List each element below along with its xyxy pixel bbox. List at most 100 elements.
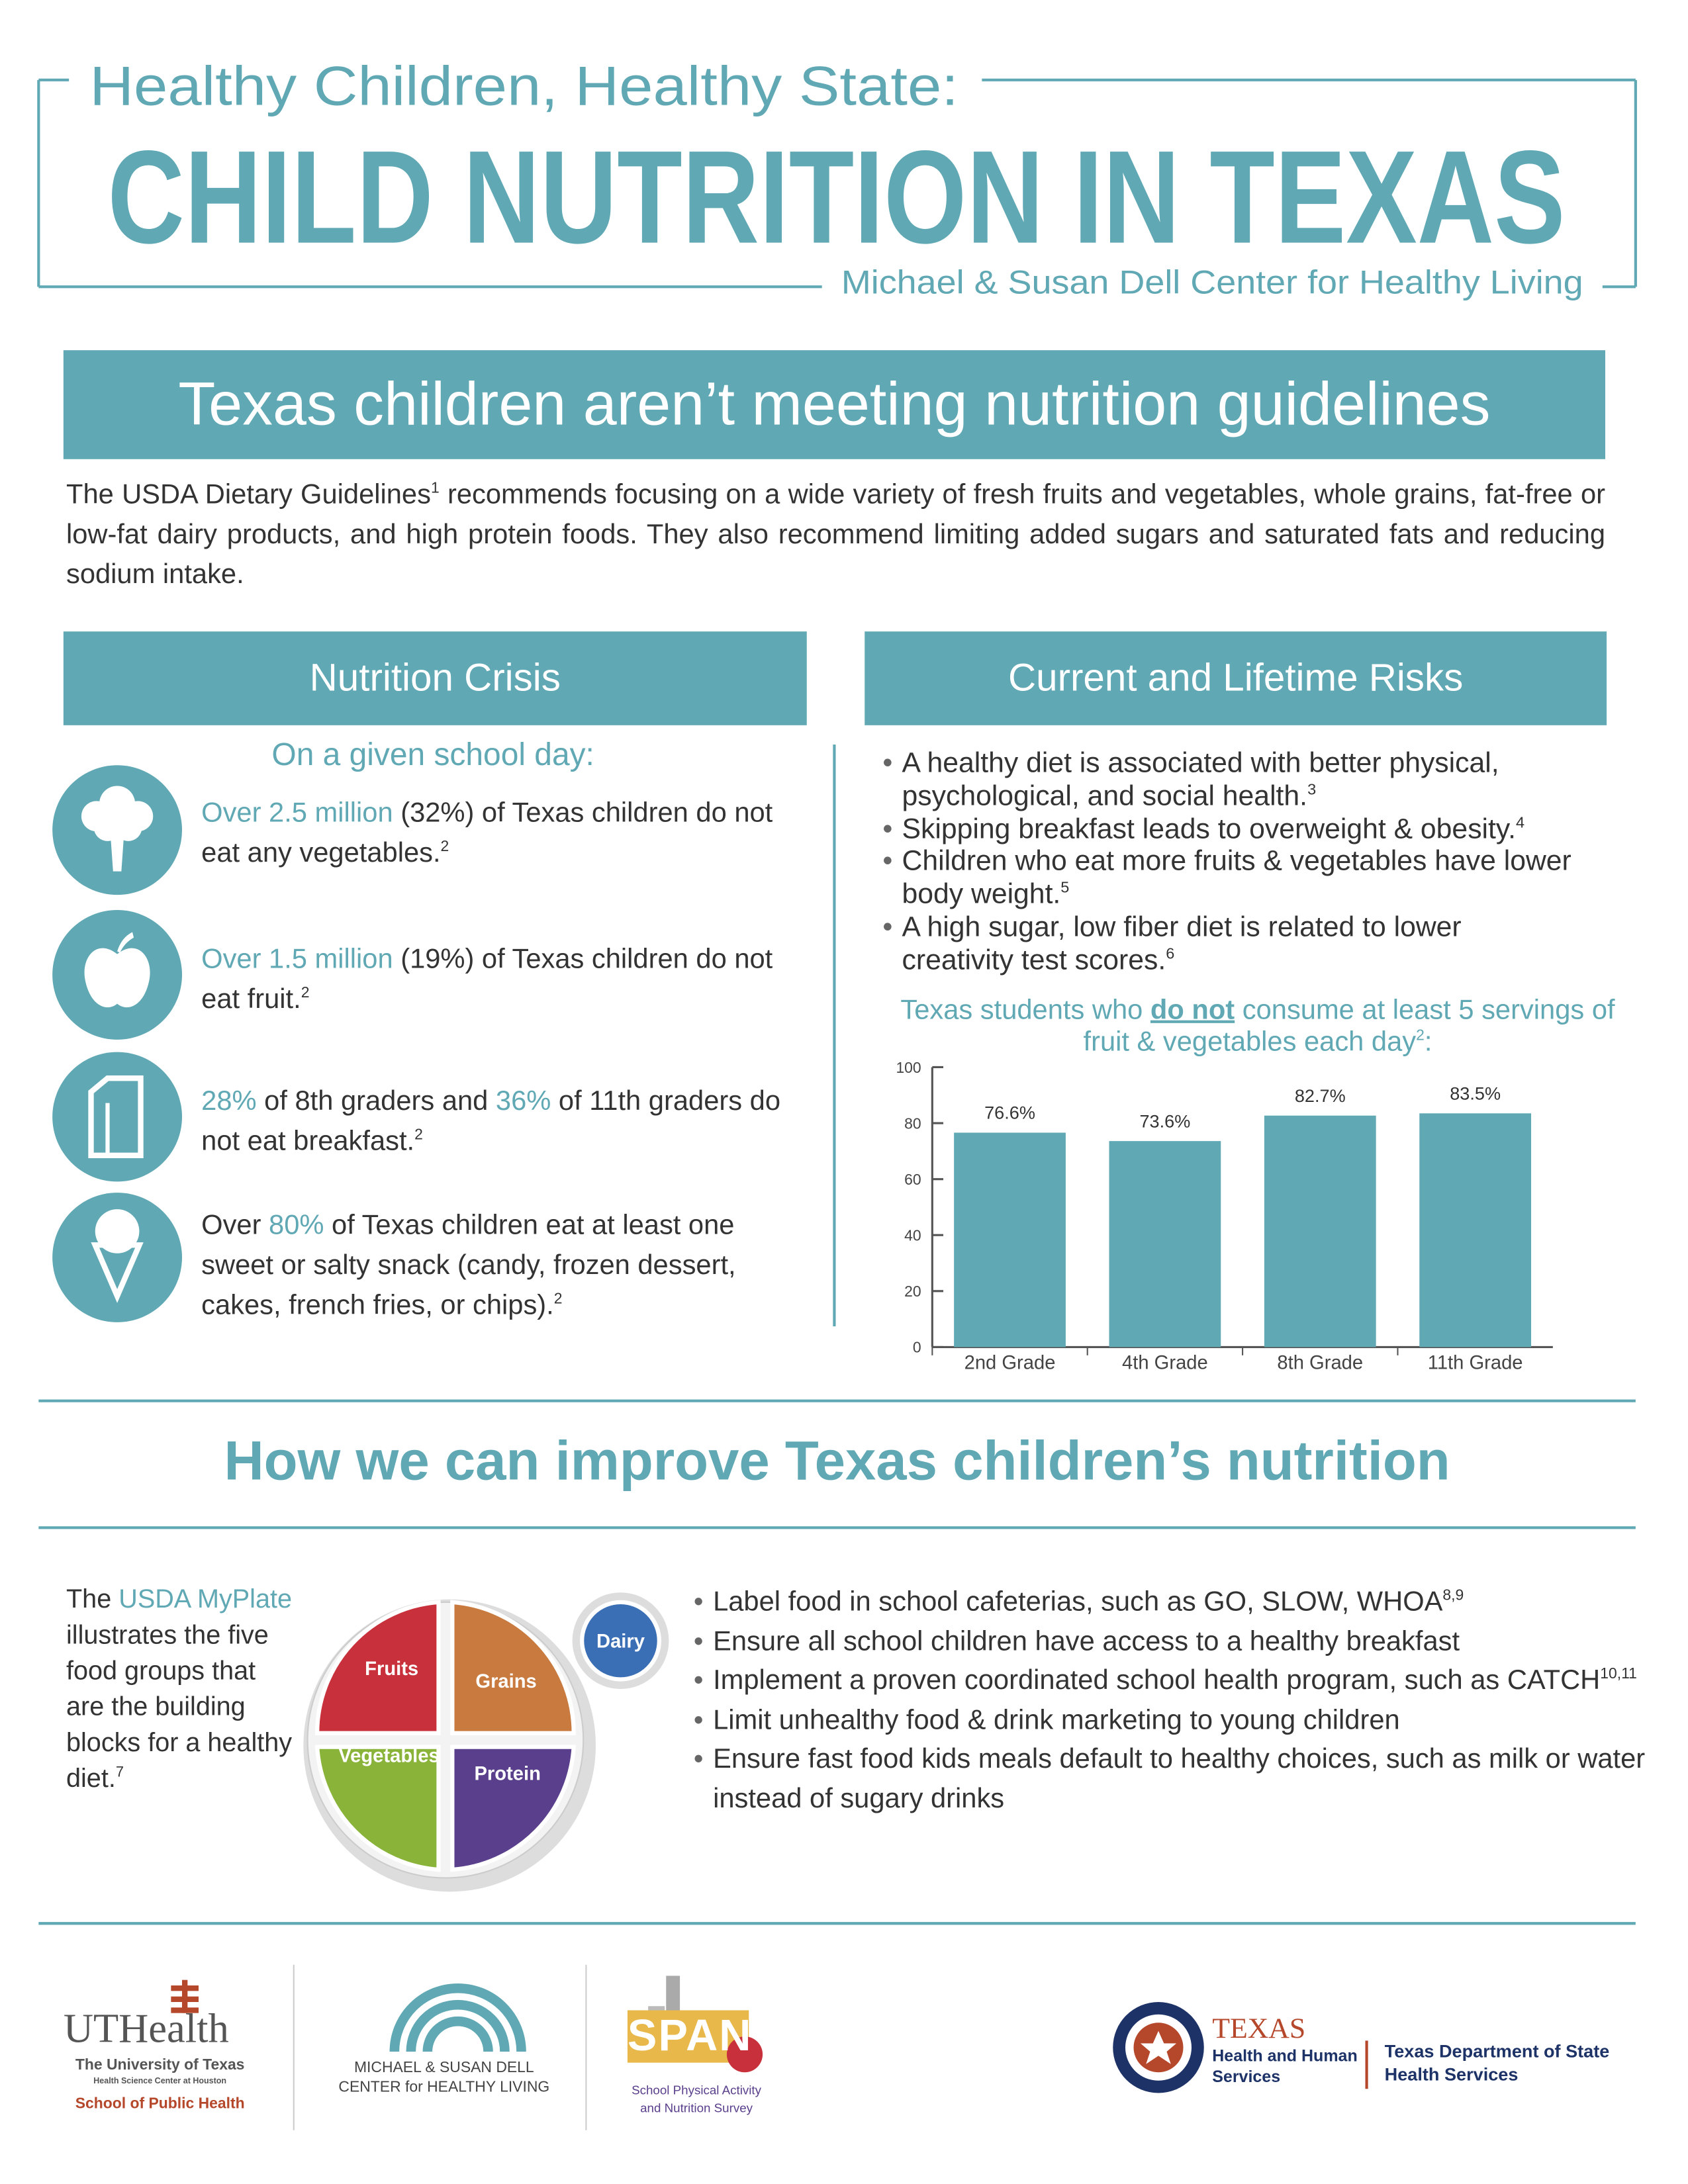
risk-bullet: A high sugar, low fiber diet is related … bbox=[882, 911, 1572, 977]
x-tick-label: 11th Grade bbox=[1428, 1353, 1523, 1374]
chart-title: Texas students who do not consume at lea… bbox=[882, 995, 1632, 1059]
text-run: of 8th graders and bbox=[256, 1086, 496, 1117]
crisis-item: Over 1.5 million (19%) of Texas children… bbox=[201, 940, 797, 1021]
x-tick-label: 4th Grade bbox=[1122, 1353, 1208, 1374]
action-bullet: Implement a proven coordinated school he… bbox=[694, 1661, 1673, 1700]
x-tick-label: 8th Grade bbox=[1277, 1353, 1363, 1374]
text-run: The bbox=[66, 1585, 119, 1615]
reference: 5 bbox=[1060, 880, 1070, 897]
text-run: Implement a proven coordinated school he… bbox=[713, 1665, 1601, 1696]
text-run: Ensure fast food kids meals default to h… bbox=[713, 1744, 1646, 1814]
x-tick-label: 2nd Grade bbox=[964, 1353, 1056, 1374]
y-tick-label: 40 bbox=[904, 1227, 921, 1244]
text-run: do not bbox=[1150, 995, 1235, 1026]
myplate: Fruits Grains Vegetables Protein Dairy bbox=[303, 1592, 669, 1892]
value-label: 83.5% bbox=[1450, 1083, 1501, 1103]
text-run: Children who eat more fruits & vegetable… bbox=[902, 845, 1571, 911]
text-run: (19%) of Texas children do not eat fruit… bbox=[201, 944, 773, 1015]
section-title: How we can improve Texas children’s nutr… bbox=[224, 1431, 1450, 1492]
crisis-item: Over 80% of Texas children eat at least … bbox=[201, 1206, 797, 1326]
value-label: 82.7% bbox=[1295, 1085, 1346, 1106]
bar bbox=[1264, 1115, 1376, 1347]
bar bbox=[954, 1132, 1066, 1347]
icon-shapes bbox=[81, 786, 154, 1303]
text-run: 36% bbox=[495, 1086, 551, 1117]
value-label: 73.6% bbox=[1140, 1111, 1191, 1131]
logo-text: CENTER for HEALTHY LIVING bbox=[338, 2079, 550, 2096]
text-run: Over 1.5 million bbox=[201, 944, 393, 975]
text-run: A healthy diet is associated with better… bbox=[902, 747, 1499, 812]
reference: 7 bbox=[115, 1766, 124, 1781]
banner: Texas children aren’t meeting nutrition … bbox=[63, 350, 1605, 459]
y-tick-label: 60 bbox=[904, 1171, 921, 1188]
icons bbox=[52, 765, 182, 1322]
subheading: On a given school day: bbox=[271, 736, 594, 772]
text-run: : bbox=[1424, 1027, 1432, 1058]
reference: 2 bbox=[414, 1126, 423, 1144]
y-tick-label: 80 bbox=[904, 1115, 921, 1132]
risk-bullet: A healthy diet is associated with better… bbox=[882, 747, 1572, 813]
text-run: (32%) of Texas children do not eat any v… bbox=[201, 798, 773, 869]
logo-text: SPAN bbox=[627, 2010, 753, 2060]
logo-text: School Physical Activity bbox=[632, 2083, 762, 2097]
action-list: Label food in school cafeterias, such as… bbox=[694, 1583, 1673, 1819]
reference: 2 bbox=[553, 1291, 563, 1308]
plate-label: Fruits bbox=[365, 1659, 418, 1680]
reference: 2 bbox=[440, 839, 449, 856]
reference: 8,9 bbox=[1442, 1587, 1464, 1604]
plate-label: Protein bbox=[474, 1764, 540, 1785]
y-tick-label: 0 bbox=[913, 1339, 921, 1356]
bar bbox=[1109, 1141, 1221, 1347]
plate-label: Dairy bbox=[596, 1631, 645, 1653]
logo-text: Services bbox=[1212, 2066, 1281, 2087]
text-run: A high sugar, low fiber diet is related … bbox=[902, 911, 1462, 976]
reference: 4 bbox=[1515, 814, 1525, 831]
logo-text: Health Services bbox=[1384, 2064, 1519, 2085]
header-subtitle: Healthy Children, Healthy State: bbox=[89, 55, 958, 116]
intro: The USDA Dietary Guidelines1 recommends … bbox=[66, 476, 1605, 596]
text-run: 28% bbox=[201, 1086, 257, 1117]
crisis-item: 28% of 8th graders and 36% of 11th grade… bbox=[201, 1082, 797, 1162]
action-bullet: Limit unhealthy food & drink marketing t… bbox=[694, 1701, 1673, 1740]
logo-text: School of Public Health bbox=[75, 2095, 245, 2113]
logo-text: The University of Texas bbox=[75, 2057, 245, 2074]
text-run: Limit unhealthy food & drink marketing t… bbox=[713, 1705, 1400, 1735]
header-org: Michael & Susan Dell Center for Healthy … bbox=[841, 264, 1583, 301]
text-run: Skipping breakfast leads to overweight &… bbox=[902, 813, 1516, 845]
logo-text: Health Science Center at Houston bbox=[93, 2077, 227, 2087]
action-bullet: Ensure fast food kids meals default to h… bbox=[694, 1740, 1673, 1819]
text-run: of 11th graders do not eat breakfast. bbox=[201, 1086, 781, 1157]
text-run: Over 2.5 million bbox=[201, 798, 393, 829]
value-label: 76.6% bbox=[984, 1103, 1035, 1123]
action-bullet: Label food in school cafeterias, such as… bbox=[694, 1583, 1673, 1622]
myplate-text: The USDA MyPlate illustrates the five fo… bbox=[66, 1583, 301, 1798]
plate-label: Grains bbox=[475, 1671, 536, 1692]
text-run: illustrates the five food groups that ar… bbox=[66, 1621, 293, 1794]
risk-bullet: Children who eat more fruits & vegetable… bbox=[882, 846, 1572, 911]
logo-text: Texas Department of State bbox=[1384, 2040, 1610, 2062]
footer-logos bbox=[171, 1964, 1368, 2130]
reference: 10,11 bbox=[1600, 1666, 1637, 1683]
text-run: consume at least 5 servings of fruit & v… bbox=[1083, 995, 1615, 1058]
section-heading: Current and Lifetime Risks bbox=[865, 631, 1607, 725]
reference: 2 bbox=[301, 985, 310, 1002]
bar bbox=[1419, 1113, 1532, 1347]
reference: 6 bbox=[1166, 946, 1175, 963]
risk-bullet: Skipping breakfast leads to overweight &… bbox=[882, 813, 1572, 846]
plate-label: Vegetables bbox=[338, 1745, 439, 1766]
risk-list: A healthy diet is associated with better… bbox=[882, 747, 1572, 977]
header-frame bbox=[37, 78, 1637, 289]
text-run: Over bbox=[201, 1210, 269, 1241]
logo-text: and Nutrition Survey bbox=[640, 2101, 753, 2115]
logo-text: MICHAEL & SUSAN DELL bbox=[353, 2060, 534, 2077]
y-tick-label: 100 bbox=[896, 1059, 921, 1076]
text-run: recommends focusing on a wide variety of… bbox=[66, 479, 1605, 590]
logo-text: UTHealth bbox=[63, 2006, 229, 2052]
text-run: of Texas children eat at least one sweet… bbox=[201, 1210, 736, 1321]
section-heading: Nutrition Crisis bbox=[63, 631, 807, 725]
rules bbox=[38, 1399, 1636, 1925]
text-run: 80% bbox=[269, 1210, 324, 1241]
header-title: CHILD NUTRITION IN TEXAS bbox=[107, 124, 1565, 271]
